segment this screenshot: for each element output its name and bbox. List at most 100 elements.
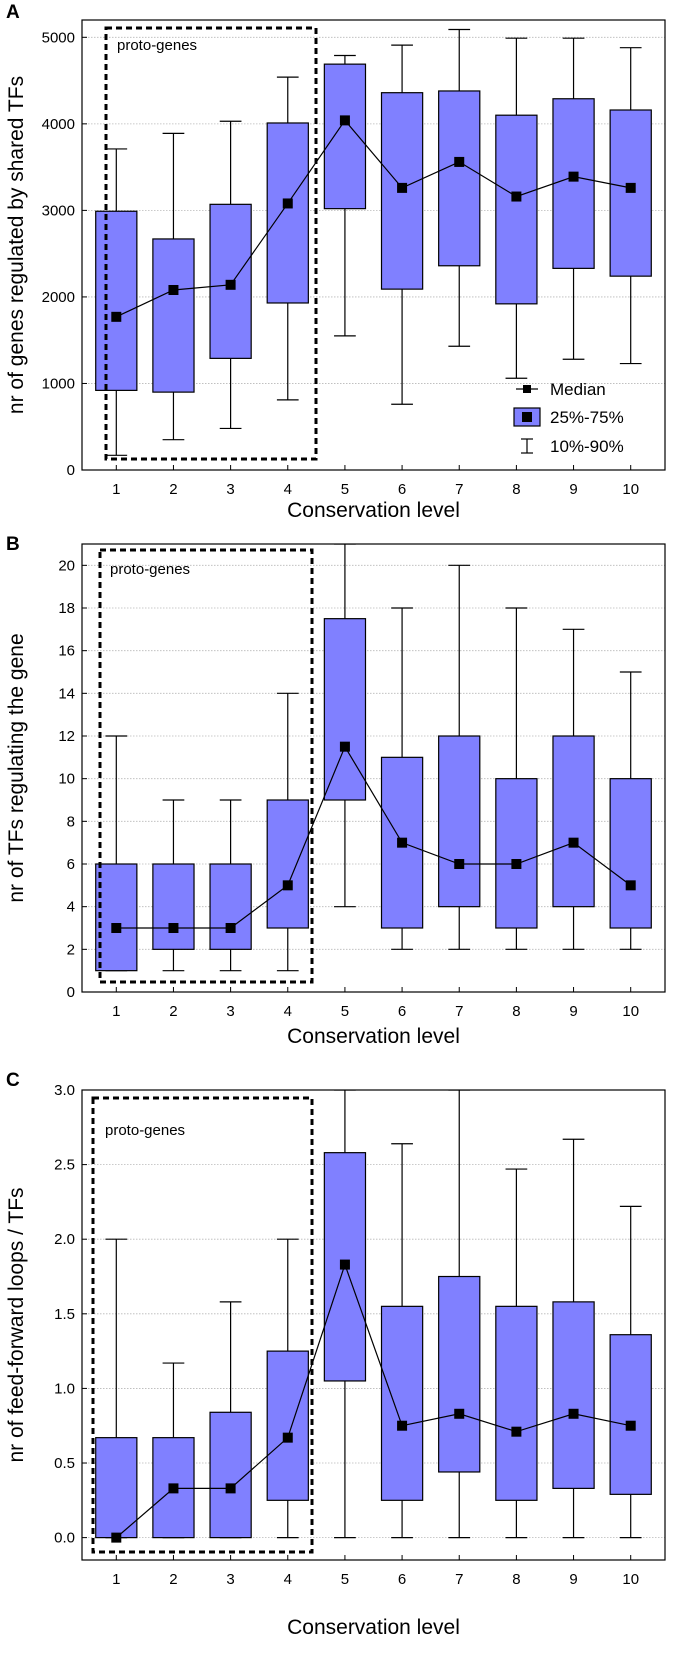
box-iqr — [552, 1301, 595, 1489]
x-tick-label: 1 — [112, 1003, 120, 1020]
box-iqr — [495, 1305, 538, 1501]
x-tick-label: 7 — [455, 481, 463, 498]
median-marker — [397, 182, 408, 193]
proto-genes-label: proto-genes — [117, 37, 197, 54]
box-iqr — [209, 863, 252, 950]
y-tick-label: 2.0 — [54, 1231, 75, 1248]
x-axis-title: Conservation level — [287, 1616, 460, 1639]
box-iqr — [552, 735, 595, 908]
x-tick-label: 2 — [169, 481, 177, 498]
box-iqr — [152, 238, 195, 393]
median-marker — [625, 182, 636, 193]
median-marker — [568, 837, 579, 848]
median-marker — [625, 880, 636, 891]
box-iqr — [323, 618, 367, 801]
median-marker — [225, 923, 236, 933]
y-tick-label: 3000 — [42, 202, 75, 219]
x-tick-label: 9 — [569, 1571, 577, 1588]
box-iqr — [495, 114, 538, 305]
y-tick-label: 1.5 — [54, 1306, 75, 1323]
median-line — [116, 745, 632, 929]
median-line — [115, 1262, 631, 1539]
median-marker — [339, 1259, 350, 1270]
median-marker — [168, 923, 179, 933]
median-line — [116, 119, 631, 318]
panel-letter: A — [6, 2, 20, 23]
median-marker — [454, 859, 465, 869]
proto-genes-box — [91, 1096, 314, 1554]
box-series — [95, 544, 652, 972]
box-iqr — [609, 778, 652, 929]
x-tick-label: 6 — [398, 1571, 406, 1588]
median-marker — [111, 311, 122, 322]
median-marker — [168, 1483, 179, 1494]
y-tick-label: 1000 — [42, 375, 75, 392]
median-marker — [511, 859, 522, 869]
box-series — [95, 1090, 652, 1539]
box-iqr — [438, 1275, 481, 1473]
box-iqr — [209, 1411, 252, 1539]
box-iqr — [609, 1334, 652, 1495]
median-marker — [397, 1420, 408, 1431]
x-tick-label: 4 — [284, 481, 292, 498]
x-tick-label: 10 — [622, 1003, 639, 1020]
y-tick-label: 4 — [67, 899, 75, 916]
y-axis-title: nr of feed-forward loops / TFs — [5, 1187, 28, 1462]
median-marker — [511, 1426, 522, 1437]
x-tick-label: 8 — [512, 1003, 520, 1020]
panel-letter: B — [6, 536, 20, 555]
x-tick-label: 3 — [226, 1003, 234, 1020]
median-marker — [511, 191, 522, 202]
box-iqr — [266, 1350, 309, 1501]
x-tick-label: 9 — [569, 1003, 577, 1020]
x-tick-label: 5 — [341, 1003, 349, 1020]
y-tick-label: 16 — [58, 643, 75, 660]
box-iqr — [609, 109, 652, 277]
y-axis-title: nr of TFs regulating the gene — [5, 633, 28, 902]
median-marker — [282, 880, 293, 891]
x-tick-label: 5 — [341, 481, 349, 498]
median-marker — [339, 115, 350, 126]
panel-c: C 0.0 0.5 1.0 1.5 2.0 2.5 3.0 1 2 3 4 5 6 7 8 9 10 proto-g… — [0, 1068, 682, 1649]
box-iqr — [495, 778, 538, 929]
y-tick-label: 12 — [58, 728, 75, 745]
proto-genes-label: proto-genes — [105, 1122, 185, 1139]
panel-b: B 0 2 4 6 8 10 12 14 16 18 20 1 2 3 4 5 6 7 8 9 10 proto-genes… — [0, 534, 682, 1064]
x-tick-label: 4 — [284, 1571, 292, 1588]
median-marker — [111, 923, 122, 933]
proto-genes-label: proto-genes — [110, 561, 190, 578]
chart-a: A 0 1000 2000 3000 4000 5000 1 2 3 4 5 6 7 8 9 10 proto-g… — [5, 2, 666, 522]
x-tick-label: 4 — [284, 1003, 292, 1020]
x-axis-title: Conservation level — [287, 1025, 460, 1048]
box-series — [95, 28, 652, 456]
median-marker — [454, 1408, 465, 1419]
y-tick-label: 14 — [58, 685, 75, 702]
legend-median-marker — [523, 385, 531, 393]
x-tick-label: 7 — [455, 1003, 463, 1020]
y-tick-label: 18 — [58, 600, 75, 617]
median-marker — [282, 198, 293, 209]
x-axis-title: Conservation level — [287, 499, 460, 522]
median-marker — [397, 837, 408, 848]
y-tick-label: 4000 — [42, 116, 75, 133]
y-tick-label: 20 — [58, 557, 75, 574]
box-iqr — [380, 1305, 424, 1501]
median-marker — [225, 279, 236, 290]
plot-frame — [81, 19, 666, 471]
plot-frame — [81, 1089, 666, 1561]
y-tick-label: 0.5 — [54, 1455, 75, 1472]
y-axis-title: nr of genes regulated by shared TFs — [5, 76, 28, 414]
x-tick-label: 3 — [226, 1571, 234, 1588]
x-tick-label: 10 — [622, 1571, 639, 1588]
median-marker — [282, 1432, 293, 1443]
y-tick-label: 8 — [67, 813, 75, 830]
median-marker — [225, 1483, 236, 1494]
proto-genes-box — [104, 26, 318, 461]
chart-c: C 0.0 0.5 1.0 1.5 2.0 2.5 3.0 1 2 3 4 5 6 7 8 9 10 proto-g… — [5, 1070, 666, 1639]
x-tick-label: 7 — [455, 1571, 463, 1588]
y-tick-label: 0 — [67, 462, 75, 479]
box-iqr — [266, 122, 309, 304]
x-tick-label: 6 — [398, 481, 406, 498]
box-iqr — [152, 863, 195, 950]
